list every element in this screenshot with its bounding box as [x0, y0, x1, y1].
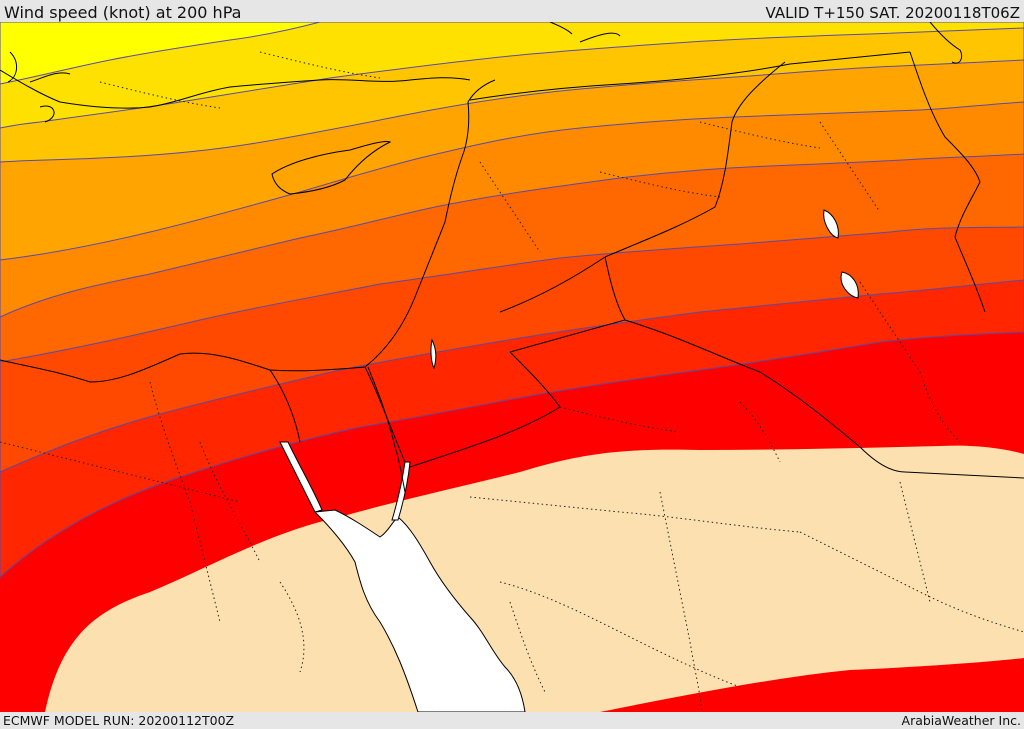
- lake-razazza: [840, 271, 859, 299]
- band-2: [0, 22, 321, 85]
- border-syria-iraq: [499, 61, 786, 313]
- gulf-of-aqaba: [391, 461, 411, 521]
- band-3: [0, 22, 1024, 129]
- credit: ArabiaWeather Inc.: [901, 713, 1021, 728]
- map-canvas: [0, 22, 1024, 712]
- black-sea-coast: [549, 22, 621, 43]
- border-egypt-israel: [367, 366, 406, 493]
- levant-coastline: [0, 79, 496, 383]
- lake-tharthar: [823, 209, 839, 239]
- low-speed-region: [45, 445, 1024, 712]
- aegean-islands: [7, 51, 71, 123]
- dead-sea: [430, 338, 437, 370]
- border-saudi-iraq: [624, 319, 1024, 479]
- border-iran-iraq: [909, 51, 986, 313]
- red-sea: [313, 509, 526, 712]
- border-turkey-syria: [469, 51, 911, 101]
- gulf-of-suez: [279, 441, 323, 513]
- wind-speed-map[interactable]: [0, 22, 1024, 712]
- footer-bar: ECMWF MODEL RUN: 20200112T00Z ArabiaWeat…: [0, 712, 1024, 729]
- cyprus: [271, 141, 392, 195]
- valid-time: VALID T+150 SAT. 20200118T06Z: [765, 4, 1020, 22]
- border-jordan-iraq: [509, 256, 626, 353]
- caspian-coast: [929, 22, 963, 64]
- model-run: ECMWF MODEL RUN: 20200112T00Z: [3, 713, 235, 728]
- provincial-borders: [0, 51, 1024, 712]
- map-title: Wind speed (knot) at 200 hPa: [4, 3, 242, 22]
- border-saudi-jordan: [409, 351, 561, 468]
- turkey-coastline: [0, 69, 471, 109]
- title-bar: Wind speed (knot) at 200 hPa VALID T+150…: [0, 0, 1024, 22]
